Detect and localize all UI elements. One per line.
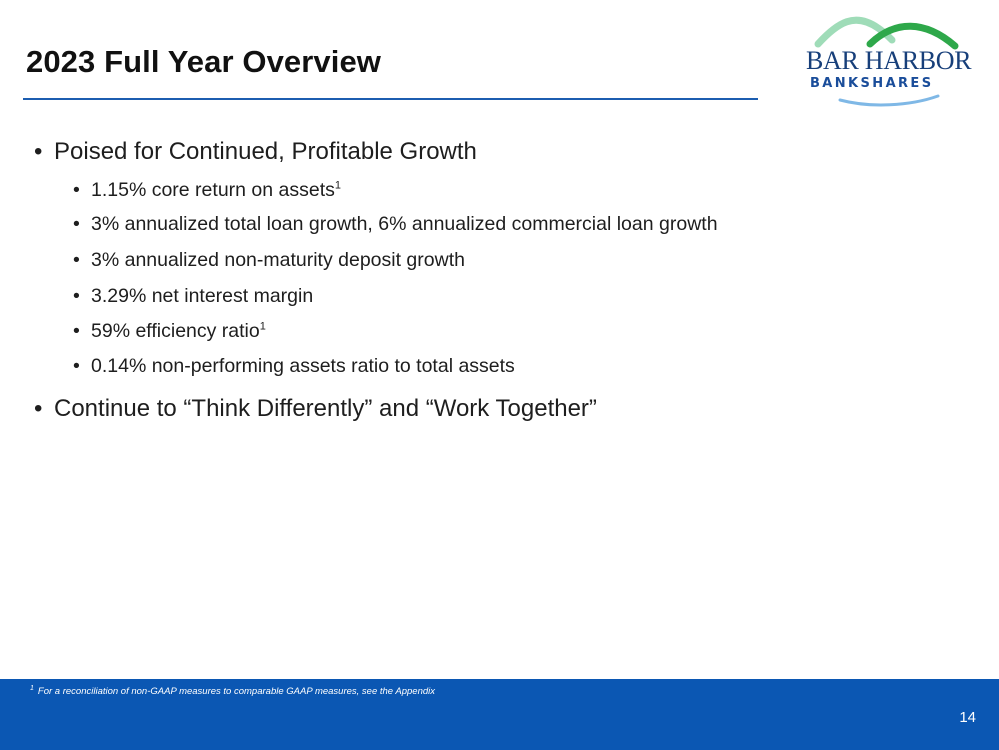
sub-bullet-item: • 1.15% core return on assets1 (73, 179, 341, 202)
bullet-dot-icon: • (34, 138, 43, 165)
sub-bullet-item: • 3.29% net interest margin (73, 285, 313, 308)
footnote-text: For a reconciliation of non-GAAP measure… (37, 686, 435, 697)
bullet-dot-icon: • (73, 285, 80, 307)
logo-wordmark: BAR HARBOR (806, 46, 972, 75)
bullet-item: • Poised for Continued, Profitable Growth (34, 138, 477, 166)
bullet-dot-icon: • (34, 395, 43, 422)
bullet-dot-icon: • (73, 249, 80, 271)
sub-bullet-text: 59% efficiency ratio (91, 320, 260, 342)
footnote-marker: 1 (259, 320, 266, 333)
footnote-marker: 1 (30, 684, 34, 692)
page-number: 14 (959, 709, 976, 726)
bullet-item: • Continue to “Think Differently” and “Wo… (34, 395, 597, 423)
bullet-text: Continue to “Think Differently” and “Wor… (54, 395, 597, 422)
bullet-dot-icon: • (73, 320, 80, 342)
bar-harbor-logo: BAR HARBOR BANKSHARES (800, 14, 972, 112)
bullet-text: Poised for Continued, Profitable Growth (54, 138, 477, 165)
footer-bar (0, 679, 999, 750)
sub-bullet-item: • 3% annualized non-maturity deposit grow… (73, 249, 465, 272)
footnote: 1 For a reconciliation of non-GAAP measur… (30, 684, 435, 697)
sub-bullet-text: 3% annualized total loan growth, 6% annu… (91, 213, 718, 235)
title-divider (23, 98, 758, 100)
logo-subtitle: BANKSHARES (810, 76, 934, 91)
sub-bullet-item: • 59% efficiency ratio1 (73, 320, 266, 343)
sub-bullet-text: 3.29% net interest margin (91, 285, 314, 307)
sub-bullet-item: • 0.14% non-performing assets ratio to to… (73, 355, 515, 378)
bullet-dot-icon: • (73, 355, 80, 377)
sub-bullet-item: • 3% annualized total loan growth, 6% ann… (73, 213, 718, 236)
footnote-marker: 1 (334, 179, 342, 192)
bullet-dot-icon: • (73, 213, 80, 235)
slide-title: 2023 Full Year Overview (26, 44, 382, 79)
mountain-wave-logo-icon (814, 16, 959, 107)
sub-bullet-text: 3% annualized non-maturity deposit growt… (91, 249, 465, 271)
sub-bullet-text: 0.14% non-performing assets ratio to tot… (91, 355, 515, 377)
sub-bullet-text: 1.15% core return on assets (91, 179, 335, 201)
bullet-dot-icon: • (73, 179, 80, 201)
